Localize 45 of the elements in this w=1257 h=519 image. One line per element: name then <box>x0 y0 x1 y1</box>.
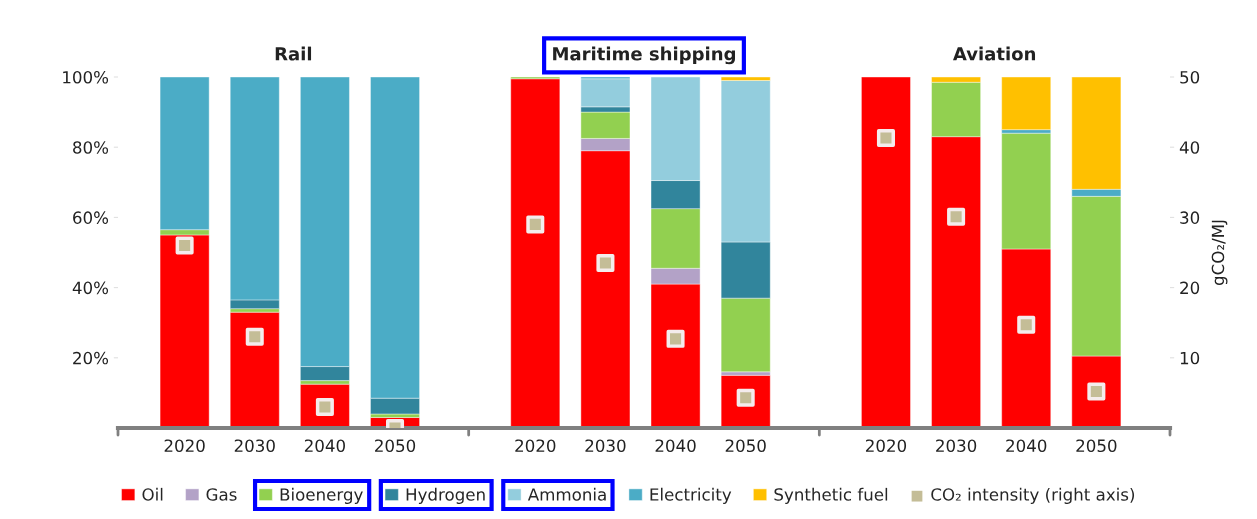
y2-axis-title: gCO₂/MJ <box>1211 220 1228 286</box>
legend-label: CO₂ intensity (right axis) <box>931 487 1135 504</box>
y2-tick-label: 20 <box>1180 281 1200 295</box>
x-tick-label: 2040 <box>655 439 696 453</box>
y2-tick-label: 30 <box>1180 211 1200 224</box>
legend-label: Bioenergy <box>280 487 363 504</box>
legend-label: Electricity <box>650 487 732 504</box>
x-tick-label: 2020 <box>865 439 907 453</box>
point <box>947 207 966 226</box>
x-tick-label: 2040 <box>1006 439 1047 453</box>
chart-title: Maritime shipping <box>553 46 735 65</box>
y-tick-label: 20% <box>73 351 109 365</box>
legend-label: Gas <box>206 488 237 501</box>
y-tick-label: 100% <box>63 70 109 84</box>
bar <box>159 234 210 428</box>
bar <box>1001 77 1051 130</box>
point <box>596 254 615 273</box>
x-tick-label: 2050 <box>375 439 416 453</box>
x-tick-label: 2050 <box>1076 439 1117 453</box>
point <box>876 129 895 148</box>
y-tick-label: 60% <box>73 211 109 224</box>
x-tick-label: 2020 <box>515 439 556 453</box>
point <box>1017 315 1036 334</box>
point <box>526 215 545 234</box>
chart-title: Rail <box>275 46 312 61</box>
bar <box>861 77 911 428</box>
point <box>666 329 685 348</box>
bar <box>230 311 280 428</box>
x-tick-label: 2050 <box>725 439 766 453</box>
bar <box>510 78 561 428</box>
y-tick-label: 40% <box>72 281 109 295</box>
legend-label: Hydrogen <box>406 487 485 504</box>
y2-tick-label: 40 <box>1179 141 1200 154</box>
y2-tick-label: 50 <box>1180 70 1200 84</box>
x-tick-label: 2020 <box>164 439 205 453</box>
x-tick-label: 2040 <box>304 439 345 453</box>
legend-label: Oil <box>142 487 163 501</box>
chart-title: Aviation <box>952 46 1036 61</box>
x-tick-label: 2030 <box>936 439 977 453</box>
x-tick-label: 2030 <box>234 439 275 453</box>
y-tick-label: 80% <box>73 141 109 154</box>
legend-label: Ammonia <box>527 487 606 501</box>
x-tick-label: 2030 <box>585 439 626 453</box>
legend-label: Synthetic fuel <box>774 487 888 504</box>
y2-tick-label: 10 <box>1180 351 1200 365</box>
